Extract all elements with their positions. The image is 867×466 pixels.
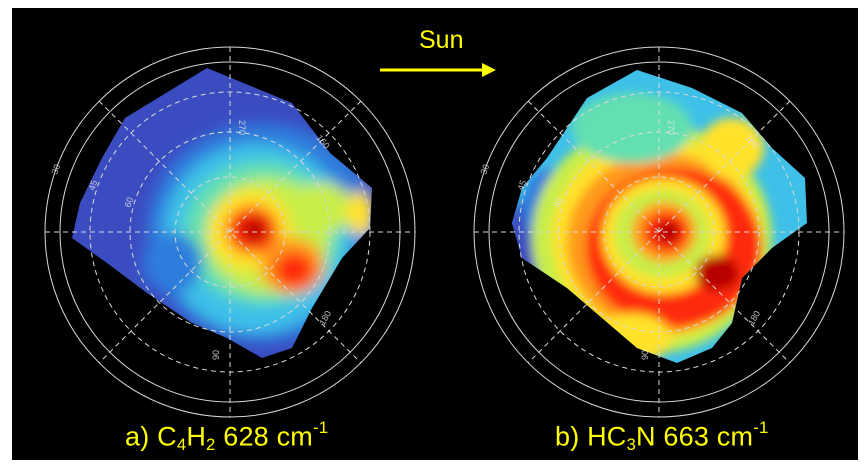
- caption-a-mid: H: [186, 421, 207, 452]
- grid-label: 45: [86, 179, 99, 192]
- figure-svg: 270 30 45 60 150 90 180 270 30 45 60 150…: [44, 46, 845, 418]
- polar-grid-a: [44, 46, 416, 418]
- grid-label: 60: [551, 196, 564, 209]
- polar-grid-b: [473, 46, 845, 418]
- grid-label: 90: [640, 350, 650, 360]
- map-b: [512, 70, 807, 363]
- grid-label: 45: [515, 179, 528, 192]
- caption-b: b) HC3N 663 cm-1: [555, 418, 768, 455]
- grid-label: 60: [122, 196, 135, 209]
- caption-a-rest: 628 cm: [215, 421, 313, 452]
- caption-b-sup: -1: [753, 418, 769, 437]
- grid-label: 30: [49, 163, 62, 176]
- caption-a-sub2: 2: [206, 435, 216, 455]
- caption-b-sub1: 3: [626, 435, 637, 455]
- grid-label: 180: [317, 309, 333, 327]
- sun-arrow-icon: [380, 63, 496, 77]
- caption-b-prefix: b) HC: [555, 421, 627, 452]
- grid-label: 180: [746, 309, 762, 327]
- caption-a-sub1: 4: [176, 435, 187, 455]
- grid-label: 90: [211, 350, 221, 360]
- sun-label: Sun: [419, 26, 464, 54]
- grid-label: 30: [478, 163, 491, 176]
- caption-a-prefix: a) C: [125, 421, 177, 452]
- grid-label: 270: [666, 120, 676, 135]
- caption-a-sup: -1: [313, 418, 329, 437]
- grid-label: 270: [237, 120, 247, 135]
- figure-panel: 270 30 45 60 150 90 180 270 30 45 60 150…: [12, 8, 858, 460]
- caption-b-mid: N 663 cm: [636, 421, 754, 452]
- caption-a: a) C4H2 628 cm-1: [125, 418, 328, 455]
